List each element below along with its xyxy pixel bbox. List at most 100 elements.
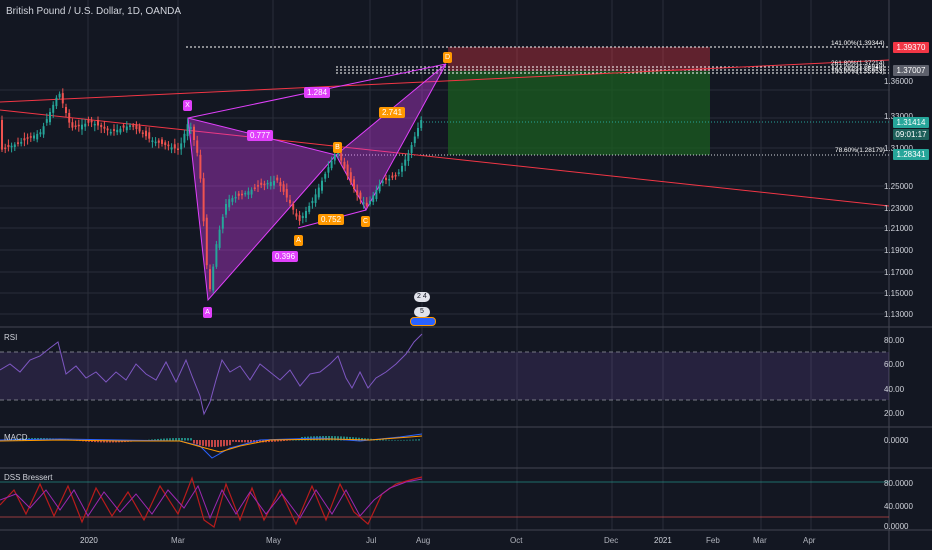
candle-body [189, 127, 192, 129]
fib-label: 261.80%(1.37214) [831, 60, 885, 67]
candle-body [285, 189, 288, 198]
candle-body [49, 112, 51, 123]
ratio-badge[interactable]: 0.752 [318, 214, 345, 225]
trendline-down [0, 109, 890, 207]
macd-histogram [1, 436, 420, 447]
price-level: 1.33000 [882, 112, 932, 122]
macd-bar [337, 436, 339, 441]
candle-body [81, 124, 83, 130]
macd-bar [163, 438, 165, 441]
ratio-badge[interactable]: 1.284 [304, 87, 331, 98]
candle-body [186, 124, 189, 137]
macd-bar [100, 440, 102, 443]
macd-bar [235, 440, 237, 442]
candle-body [13, 144, 16, 148]
macd-bar [241, 440, 243, 443]
candle-body [356, 190, 359, 196]
stop-zone [448, 47, 710, 71]
time-label: May [266, 536, 282, 545]
rsi-level: 40.00 [884, 385, 905, 394]
candle-body [177, 148, 179, 150]
point-c-label[interactable]: C [361, 216, 370, 227]
price-level: 1.17000 [884, 268, 913, 277]
candle-body [365, 202, 368, 206]
candle-body [369, 200, 371, 205]
macd-bar [355, 437, 357, 441]
rsi-level: 60.00 [884, 360, 905, 369]
candle-body [250, 189, 253, 195]
flag-icon[interactable] [410, 317, 436, 326]
candle-body [247, 191, 250, 195]
candle-body [125, 126, 128, 131]
candle-body [362, 202, 365, 204]
time-label: Mar [753, 536, 767, 545]
economic-event-icon[interactable]: 5 [414, 307, 430, 317]
candle-body [353, 179, 355, 189]
trendline-up [0, 59, 890, 103]
point-a-label[interactable]: A [203, 307, 212, 318]
macd-bar [388, 439, 390, 441]
candle-body [135, 124, 138, 130]
price-level: 1.31000 [882, 144, 932, 154]
macd-bar [391, 439, 393, 441]
macd-bar [214, 440, 216, 447]
time-label: 2021 [654, 536, 672, 545]
rsi-pane-title[interactable]: RSI [4, 333, 18, 342]
candle-body [154, 141, 157, 144]
candle-body [266, 182, 269, 185]
dss-pane-title[interactable]: DSS Bressert [4, 473, 53, 482]
candle-body [61, 93, 64, 104]
macd-bar [382, 439, 384, 441]
point-x-label[interactable]: X [183, 100, 192, 111]
candle-body [26, 137, 29, 139]
candle-body [215, 244, 218, 267]
fib-label: 100.00%(1.35953) [831, 68, 885, 75]
candle-body [241, 193, 243, 196]
macd-pane-title[interactable]: MACD [4, 433, 28, 442]
point-a-label[interactable]: A [294, 235, 303, 246]
time-label: Jul [366, 536, 377, 545]
candle-body [173, 144, 176, 149]
macd-signal [0, 435, 423, 453]
macd-bar [223, 440, 225, 447]
target-price-tag: 1.37007 [893, 65, 929, 76]
rsi-line [0, 333, 423, 416]
point-b-label[interactable]: B [333, 142, 342, 153]
candle-body [410, 145, 413, 153]
candle-body [279, 182, 282, 187]
candle-body [346, 164, 349, 177]
candle-body [417, 128, 419, 137]
candle-body [103, 126, 106, 129]
candle-body [276, 177, 279, 181]
macd-bar [286, 440, 288, 441]
grid [0, 0, 890, 530]
macd-bar [406, 439, 408, 441]
macd-bar [283, 440, 285, 442]
economic-event-icon[interactable]: 2 4 [414, 292, 430, 302]
candle-body [45, 119, 48, 123]
candle-body [391, 175, 394, 178]
candle-body [100, 125, 103, 128]
candle-body [141, 132, 144, 134]
dss-line [0, 476, 423, 528]
stop-price-tag: 1.39370 [893, 42, 929, 53]
macd-bar [190, 438, 192, 441]
candle-body [87, 119, 90, 123]
candle-body [401, 166, 403, 172]
macd-bar [412, 439, 414, 441]
ratio-badge[interactable]: 0.777 [247, 130, 274, 141]
macd-bar [331, 436, 333, 441]
candle-body [109, 131, 112, 134]
candle-body [113, 129, 115, 131]
candle-body [385, 177, 387, 181]
candle-body [349, 172, 352, 183]
candle-body [372, 195, 375, 202]
candle-body [65, 107, 67, 113]
point-d-label[interactable]: D [443, 52, 452, 63]
candle-body [129, 125, 131, 127]
ratio-badge[interactable]: 0.396 [272, 251, 299, 262]
ratio-badge[interactable]: 2.741 [379, 107, 406, 118]
candle-body [1, 119, 3, 150]
candle-body [343, 161, 346, 169]
